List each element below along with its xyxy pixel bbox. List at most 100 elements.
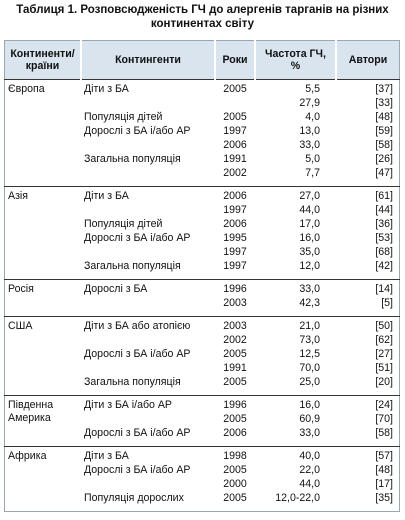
ref-cell: [33] xyxy=(375,97,393,109)
year-cell: 2003 xyxy=(223,297,247,309)
row: 2005 60,9 [70] xyxy=(5,413,400,427)
cont-cell xyxy=(81,204,215,218)
freq-cell: 60,9 xyxy=(299,413,320,425)
year-cell: 1997 xyxy=(223,204,247,216)
cont-cell: Діти з БА і/або АР xyxy=(84,399,172,411)
cont-cell: Діти з БА xyxy=(84,450,129,462)
ref-cell: [58] xyxy=(375,427,393,439)
cont-cell xyxy=(81,167,215,187)
freq-cell: 70,0 xyxy=(299,362,320,374)
data-table: Континенти/ країни Контингенти Роки Частота… xyxy=(4,40,400,512)
cont-cell: Діти з БА або атопією xyxy=(84,320,191,332)
year-cell: 2000 xyxy=(223,478,247,490)
year-cell: 2006 xyxy=(223,139,247,151)
freq-cell: 42,3 xyxy=(299,297,320,309)
year-cell: 2006 xyxy=(223,427,247,439)
freq-cell: 13,0 xyxy=(299,125,320,137)
cont-cell xyxy=(81,139,215,153)
year-cell: 2002 xyxy=(223,334,247,346)
row: 1991 70,0 [51] xyxy=(5,362,400,376)
year-cell xyxy=(215,97,255,111)
cont-cell: Дорослі з БА xyxy=(84,283,148,295)
freq-cell: 12,5 xyxy=(299,348,320,360)
header-cell: Роки xyxy=(215,40,256,80)
cont-cell xyxy=(81,246,215,260)
freq-cell: 12,0 xyxy=(299,260,320,272)
cont-cell: Популяція дітей xyxy=(84,218,163,230)
cont-cell: Популяція дітей xyxy=(84,111,163,123)
cont-cell xyxy=(81,478,215,492)
row: 2002 73,0 [62] xyxy=(5,334,400,348)
year-cell: 1995 xyxy=(223,232,247,244)
cont-cell: Дорослі з БА і/або АР xyxy=(84,348,191,360)
year-cell: 2003 xyxy=(223,320,247,332)
ref-cell: [53] xyxy=(375,232,393,244)
ref-cell: [59] xyxy=(375,125,393,137)
row: 1997 35,0 [68] xyxy=(5,246,400,260)
ref-cell: [24] xyxy=(375,399,393,411)
row: 2000 44,0 [17] xyxy=(5,478,400,492)
group: Південна Америка Діти з БА і/або АР 1996 16… xyxy=(4,395,400,447)
header-row: Континенти/ країни Контингенти Роки Частота… xyxy=(4,40,400,80)
header-cell: Частота ГЧ, % xyxy=(255,40,337,80)
row: Популяція дітей 2005 4,0 [48] xyxy=(5,111,400,125)
ref-cell: [20] xyxy=(375,376,393,388)
freq-cell: 73,0 xyxy=(299,334,320,346)
country-cell: Азія xyxy=(8,190,29,202)
row: Дорослі з БА і/або АР 2005 22,0 [48] xyxy=(5,464,400,478)
row: Дорослі з БА і/або АР 2005 12,5 [27] xyxy=(5,348,400,362)
year-cell: 2005 xyxy=(223,83,247,95)
freq-cell: 27,9 xyxy=(299,97,320,109)
row: Популяція дорослих 2005 12,0-22,0 [35] xyxy=(5,492,400,512)
ref-cell: [14] xyxy=(375,283,393,295)
freq-cell: 17,0 xyxy=(299,218,320,230)
year-cell: 2005 xyxy=(223,413,247,425)
year-cell: 2006 xyxy=(223,190,247,202)
ref-cell: [57] xyxy=(375,450,393,462)
row: 1997 44,0 [44] xyxy=(5,204,400,218)
ref-cell: [44] xyxy=(375,204,393,216)
header-cell: Континенти/ країни xyxy=(4,40,82,80)
year-cell: 2005 xyxy=(223,376,247,388)
year-cell: 1997 xyxy=(223,125,247,137)
freq-cell: 40,0 xyxy=(299,450,320,462)
cont-cell xyxy=(81,362,215,376)
year-cell: 2005 xyxy=(223,111,247,123)
cont-cell: Загальна популяція xyxy=(84,153,181,165)
row: Дорослі з БА і/або АР 1997 13,0 [59] xyxy=(5,125,400,139)
header-cell: Автори xyxy=(336,40,400,80)
ref-cell: [35] xyxy=(375,492,393,504)
row: Дорослі з БА і/або АР 1995 16,0 [53] xyxy=(5,232,400,246)
group: Росія Дорослі з БА 1996 33,0 [14] 2003 42,3 [5] xyxy=(4,279,400,317)
country-cell: Європа xyxy=(8,83,45,95)
freq-cell: 16,0 xyxy=(299,399,320,411)
row: Росія Дорослі з БА 1996 33,0 [14] xyxy=(5,280,400,298)
freq-cell: 33,0 xyxy=(299,283,320,295)
ref-cell: [48] xyxy=(375,464,393,476)
year-cell: 2005 xyxy=(223,492,247,504)
ref-cell: [17] xyxy=(375,478,393,490)
ref-cell: [36] xyxy=(375,218,393,230)
row: Загальна популяція 2005 25,0 [20] xyxy=(5,376,400,396)
row: Дорослі з БА і/або АР 2006 33,0 [58] xyxy=(5,427,400,447)
cont-cell xyxy=(81,413,215,427)
row: США Діти з БА або атопією 2003 21,0 [50] xyxy=(5,317,400,335)
group: Азія Діти з БА 2006 27,0 [61] 1997 44,0 [44] Поп… xyxy=(4,186,400,280)
cont-cell: Діти з БА xyxy=(84,190,129,202)
row: Європа Діти з БА 2005 5,5 [37] xyxy=(5,80,400,98)
freq-cell: 5,5 xyxy=(305,83,320,95)
ref-cell: [37] xyxy=(375,83,393,95)
year-cell: 2005 xyxy=(223,348,247,360)
freq-cell: 33,0 xyxy=(299,427,320,439)
freq-cell: 4,0 xyxy=(305,111,320,123)
year-cell: 1991 xyxy=(223,153,247,165)
ref-cell: [62] xyxy=(375,334,393,346)
cont-cell: Дорослі з БА і/або АР xyxy=(84,464,191,476)
year-cell: 2002 xyxy=(223,167,247,179)
cont-cell: Загальна популяція xyxy=(84,260,181,272)
country-cell: Південна Америка xyxy=(8,399,54,424)
row: Південна Америка Діти з БА і/або АР 1996 16… xyxy=(5,396,400,424)
row: Загальна популяція 1997 12,0 [42] xyxy=(5,260,400,280)
freq-cell: 27,0 xyxy=(299,190,320,202)
